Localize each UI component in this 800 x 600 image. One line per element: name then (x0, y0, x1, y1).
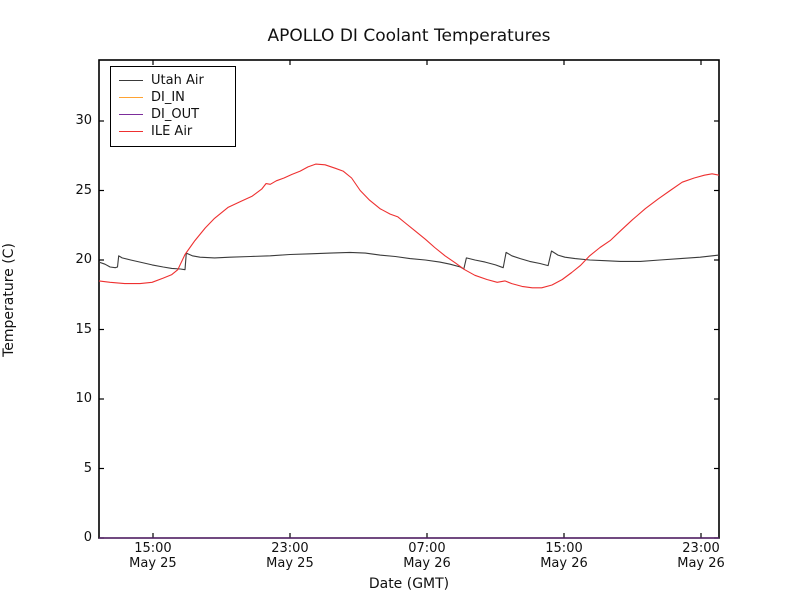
x-tick-label: 23:00 May 26 (677, 541, 725, 571)
y-axis-label: Temperature (C) (1, 243, 17, 357)
legend-line-sample (119, 97, 143, 98)
legend-label: DI_OUT (151, 107, 200, 122)
legend-label: Utah Air (151, 73, 204, 88)
legend-item: DI_IN (119, 89, 227, 106)
y-tick-label: 5 (83, 460, 92, 476)
y-tick-label: 25 (75, 182, 92, 198)
legend-item: Utah Air (119, 72, 227, 89)
legend-line-sample (119, 80, 143, 81)
legend: Utah Air DI_IN DI_OUT ILE Air (110, 66, 236, 147)
series-line-ile-air (98, 163, 720, 289)
y-tick-label: 15 (75, 321, 92, 337)
chart-title: APOLLO DI Coolant Temperatures (267, 26, 551, 46)
series-line-utah-air (98, 250, 720, 271)
x-tick-label: 07:00 May 26 (403, 541, 451, 571)
legend-item: DI_OUT (119, 106, 227, 123)
y-tick-label: 20 (75, 252, 92, 267)
x-axis-label: Date (GMT) (368, 576, 450, 592)
x-tick-label: 15:00 May 25 (129, 541, 177, 571)
legend-item: ILE Air (119, 123, 227, 140)
legend-label: DI_IN (151, 90, 185, 105)
y-tick-label: 0 (83, 530, 92, 545)
x-tick-label: 15:00 May 26 (540, 541, 588, 571)
legend-line-sample (119, 114, 143, 115)
legend-line-sample (119, 131, 143, 132)
x-tick-label: 23:00 May 25 (266, 541, 314, 571)
y-tick-label: 30 (75, 113, 92, 129)
y-tick-label: 10 (75, 391, 92, 406)
legend-label: ILE Air (151, 124, 193, 139)
